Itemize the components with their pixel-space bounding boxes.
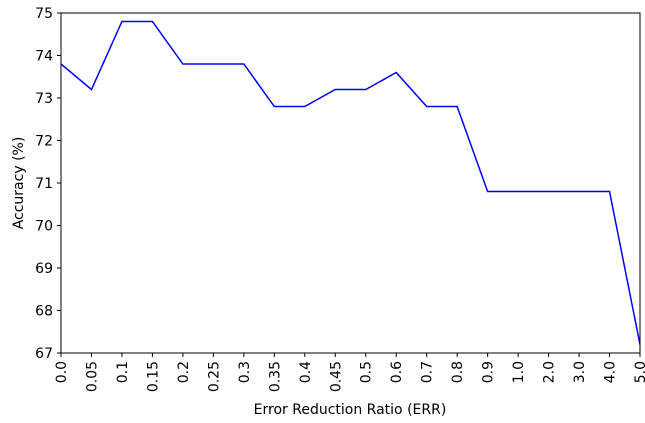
y-tick-label: 75 [35,6,53,22]
y-tick-label: 74 [35,49,53,65]
x-tick-label: 0.9 [481,361,497,383]
y-tick-label: 68 [35,304,53,320]
x-tick-label: 0.0 [54,361,70,383]
y-tick-label: 72 [35,134,53,150]
x-tick-label: 1.0 [511,361,527,383]
x-tick-label: 0.2 [176,361,192,383]
x-tick-label: 3.0 [572,361,588,383]
x-axis-label: Error Reduction Ratio (ERR) [254,402,447,418]
x-tick-label: 0.15 [145,361,161,392]
x-tick-label: 0.7 [420,361,436,383]
x-tick-label: 2.0 [542,361,558,383]
x-tick-label: 0.8 [450,361,466,383]
x-tick-label: 0.4 [298,361,314,383]
x-tick-label: 0.5 [359,361,375,383]
x-tick-label: 0.6 [389,361,405,383]
y-axis-label: Accuracy (%) [11,137,27,230]
y-tick-label: 73 [35,91,53,107]
y-tick-label: 70 [35,219,53,235]
line-series [60,20,641,345]
x-tick-label: 5.0 [633,361,645,383]
plot-frame [60,12,641,354]
y-tick-label: 67 [35,346,53,362]
x-tick-label: 0.35 [267,361,283,392]
x-tick-label: 4.0 [603,361,619,383]
x-tick-label: 0.45 [328,361,344,392]
x-tick-label: 0.25 [206,361,222,392]
y-tick-label: 71 [35,176,53,192]
x-tick-label: 0.3 [237,361,253,383]
y-tick-label: 69 [35,261,53,277]
x-tick-label: 0.1 [115,361,131,383]
x-tick-label: 0.05 [84,361,100,392]
